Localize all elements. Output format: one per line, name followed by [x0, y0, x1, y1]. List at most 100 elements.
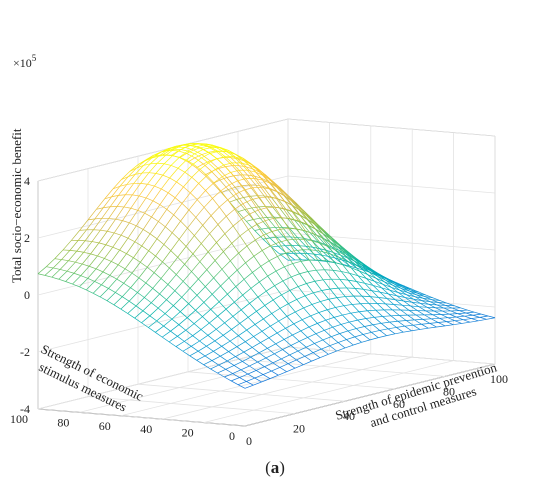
surface-mesh-segment: [202, 215, 212, 226]
surface-mesh-segment: [317, 259, 325, 270]
surface-mesh-segment: [245, 255, 255, 264]
surface-mesh-segment: [255, 184, 263, 187]
surface-mesh-segment: [83, 251, 91, 255]
surface-mesh-segment: [186, 159, 194, 165]
surface-mesh-segment: [79, 286, 87, 291]
surface-mesh-segment: [205, 286, 213, 295]
surface-mesh-segment: [386, 298, 395, 305]
surface-mesh-segment: [293, 250, 302, 262]
surface-mesh-segment: [137, 160, 146, 165]
surface-mesh-segment: [219, 179, 229, 190]
surface-mesh-segment: [305, 230, 314, 235]
surface-mesh-segment: [292, 263, 300, 274]
surface-mesh-segment: [286, 209, 295, 221]
surface-mesh-segment: [301, 222, 311, 233]
surface-mesh-segment: [188, 303, 196, 311]
surface-mesh-segment: [307, 253, 315, 255]
surface-mesh-segment: [195, 146, 204, 150]
surface-mesh-segment: [256, 168, 265, 177]
surface-mesh-segment: [156, 226, 166, 240]
surface-mesh-segment: [155, 244, 165, 257]
surface-mesh-segment: [111, 195, 119, 198]
surface-mesh-segment: [114, 232, 122, 236]
surface-mesh-segment: [428, 303, 436, 309]
surface-mesh-segment: [350, 265, 358, 269]
surface-mesh-segment: [176, 171, 186, 183]
surface-mesh-segment: [361, 265, 370, 273]
surface-mesh-segment: [37, 273, 45, 276]
surface-mesh-segment: [234, 153, 242, 160]
surface-mesh-segment: [207, 251, 216, 261]
surface-mesh-segment: [324, 269, 332, 280]
surface-mesh-segment: [239, 165, 247, 168]
surface-mesh-segment: [422, 319, 430, 324]
surface-mesh-segment: [131, 262, 141, 274]
surface-mesh-segment: [253, 336, 261, 343]
surface-mesh-segment: [259, 275, 268, 283]
surface-mesh-segment: [300, 210, 309, 220]
surface-mesh-segment: [354, 288, 364, 290]
surface-mesh-segment: [316, 225, 324, 235]
surface-mesh-segment: [191, 346, 199, 352]
surface-mesh-segment: [251, 347, 260, 354]
surface-mesh-segment: [393, 283, 402, 289]
surface-mesh-segment: [318, 250, 327, 261]
surface-mesh-segment: [336, 297, 345, 306]
surface-mesh-segment: [208, 162, 216, 170]
surface-mesh-segment: [244, 189, 252, 200]
surface-mesh-segment: [254, 228, 262, 231]
surface-mesh-segment: [421, 300, 431, 303]
side-wall-gridline: [287, 175, 496, 194]
surface-mesh-segment: [247, 317, 256, 325]
floor-gridline: [203, 360, 454, 423]
surface-mesh-segment: [199, 340, 207, 347]
surface-mesh-segment: [348, 252, 356, 260]
surface-mesh-segment: [266, 206, 275, 209]
surface-mesh-segment: [336, 347, 346, 352]
surface-mesh-segment: [152, 200, 161, 205]
surface-mesh-segment: [329, 345, 337, 352]
surface-mesh-segment: [228, 180, 238, 186]
surface-mesh-segment: [465, 312, 473, 316]
surface-mesh-segment: [286, 311, 296, 317]
surface-mesh-segment: [135, 172, 143, 175]
surface-mesh-segment: [224, 316, 234, 324]
surface-mesh-segment: [151, 155, 159, 159]
surface-mesh-segment: [298, 283, 307, 287]
surface-mesh-segment: [91, 241, 99, 244]
surface-mesh-segment: [120, 308, 128, 314]
surface-mesh-segment: [253, 178, 262, 188]
surface-mesh-segment: [251, 206, 259, 209]
surface-mesh-segment: [371, 269, 380, 276]
surface-mesh-segment: [287, 194, 295, 204]
surface-mesh-segment: [290, 341, 300, 346]
surface-mesh-segment: [186, 153, 196, 159]
surface-mesh-segment: [253, 250, 263, 257]
surface-mesh-segment: [170, 250, 178, 258]
surface-mesh-segment: [298, 209, 308, 220]
surface-mesh-segment: [157, 162, 165, 165]
surface-mesh-segment: [170, 157, 180, 166]
surface-mesh-segment: [123, 194, 133, 208]
surface-mesh-segment: [226, 208, 235, 217]
surface-mesh-segment: [167, 192, 176, 198]
surface-mesh-segment: [305, 230, 313, 242]
surface-mesh-segment: [350, 312, 358, 321]
surface-mesh-segment: [171, 150, 179, 156]
surface-mesh-segment: [339, 279, 347, 289]
surface-mesh-segment: [162, 261, 170, 269]
floor-gridline: [87, 396, 296, 414]
surface-mesh-segment: [306, 343, 315, 348]
surface-mesh-segment: [135, 297, 145, 307]
surface-mesh-segment: [371, 290, 381, 293]
surface-mesh-segment: [349, 321, 357, 329]
surface-mesh-segment: [281, 217, 289, 229]
surface-mesh-segment: [118, 194, 126, 196]
surface-mesh-segment: [463, 318, 472, 321]
surface-mesh-segment: [97, 244, 107, 257]
surface-mesh-segment: [285, 196, 294, 206]
side-wall-gridline: [287, 118, 496, 137]
surface-mesh-segment: [206, 345, 214, 352]
surface-mesh-segment: [462, 319, 471, 323]
surface-mesh-segment: [146, 155, 154, 160]
